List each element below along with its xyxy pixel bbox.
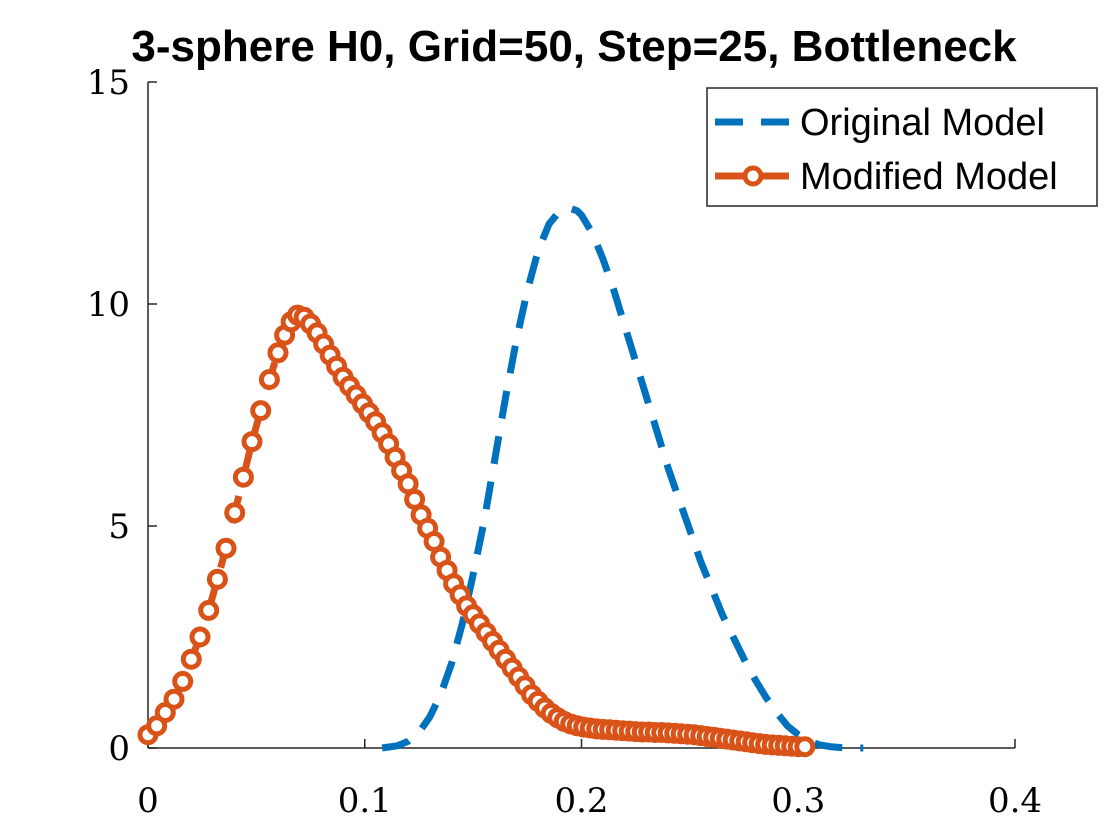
y-tick-label: 15 <box>87 63 130 103</box>
legend-label: Modified Model <box>800 156 1058 198</box>
data-point <box>189 626 211 648</box>
data-point <box>267 342 289 364</box>
data-point <box>172 670 194 692</box>
x-tick-label: 0.3 <box>771 781 825 821</box>
chart-title: 3-sphere H0, Grid=50, Step=25, Bottlenec… <box>131 22 1017 71</box>
legend: Original Model Modified Model <box>706 87 1098 207</box>
y-tick-label: 5 <box>108 507 130 547</box>
data-point <box>241 431 263 453</box>
data-point <box>180 648 202 670</box>
data-point <box>258 369 280 390</box>
plot-area: 0 0.1 0.2 0.3 0.4 0 5 10 15 <box>87 63 1042 821</box>
y-tick-label: 10 <box>87 285 130 325</box>
data-point <box>198 599 220 621</box>
data-point <box>224 502 246 524</box>
legend-label: Original Model <box>800 102 1045 144</box>
series-1 <box>137 304 816 758</box>
data-point <box>232 466 254 488</box>
x-tick-label: 0 <box>137 781 159 821</box>
x-tick-label: 0.4 <box>988 781 1042 821</box>
data-point <box>206 568 228 590</box>
series-line <box>145 311 805 751</box>
legend-box <box>706 87 1098 207</box>
data-point <box>250 400 272 422</box>
legend-marker <box>742 165 764 187</box>
y-tick-label: 0 <box>108 729 130 769</box>
x-tick-label: 0.1 <box>338 781 392 821</box>
x-tick-label: 0.2 <box>554 781 608 821</box>
data-point <box>163 688 185 710</box>
series-line <box>381 205 864 752</box>
series-0 <box>381 205 864 752</box>
data-point <box>794 736 816 758</box>
data-point <box>215 537 237 559</box>
